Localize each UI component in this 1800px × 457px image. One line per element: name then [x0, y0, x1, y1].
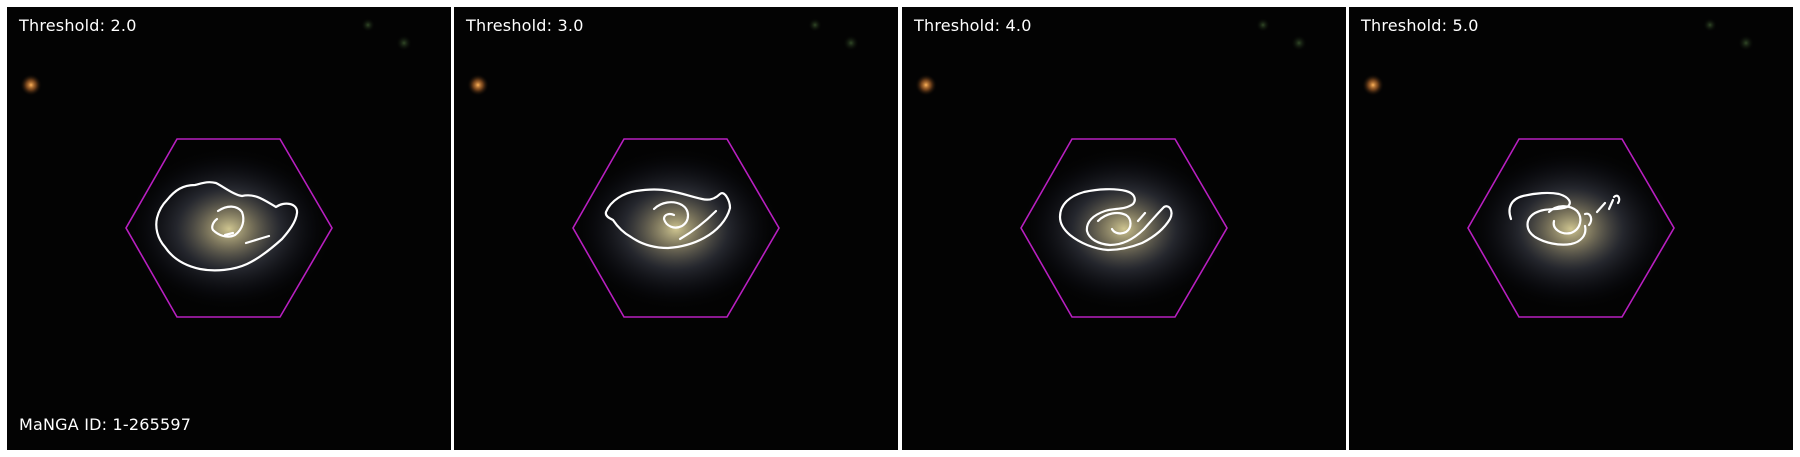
contour-lines — [604, 188, 732, 250]
threshold-label: Threshold: 3.0 — [466, 16, 584, 35]
galaxy-image-1 — [7, 7, 451, 450]
contour-lines — [155, 181, 299, 272]
galaxy — [571, 147, 781, 311]
ifu-hexagon — [572, 138, 780, 318]
image-panel-2: Threshold: 3.0 — [454, 7, 898, 450]
galaxy-image-4 — [1349, 7, 1793, 450]
ifu-hexagon — [1467, 138, 1675, 318]
foreground-star — [915, 74, 937, 96]
threshold-label: Threshold: 4.0 — [914, 16, 1032, 35]
foreground-star — [1362, 74, 1384, 96]
ifu-hexagon — [1020, 138, 1228, 318]
threshold-label: Threshold: 5.0 — [1361, 16, 1479, 35]
image-panel-3: Threshold: 4.0 — [902, 7, 1346, 450]
galaxy — [1466, 147, 1676, 311]
galaxy-image-2 — [454, 7, 898, 450]
galaxy — [1019, 147, 1229, 311]
foreground-star — [467, 74, 489, 96]
threshold-label: Threshold: 2.0 — [19, 16, 137, 35]
galaxy — [124, 147, 334, 311]
galaxy-image-3 — [902, 7, 1346, 450]
contour-lines — [1058, 188, 1173, 252]
image-panel-4: Threshold: 5.0 — [1349, 7, 1793, 450]
contour-lines — [1508, 191, 1621, 246]
ifu-hexagon — [125, 138, 333, 318]
manga-id-label: MaNGA ID: 1-265597 — [19, 415, 192, 434]
image-panel-1: Threshold: 2.0 MaNGA ID: 1-265597 — [7, 7, 451, 450]
foreground-star — [20, 74, 42, 96]
